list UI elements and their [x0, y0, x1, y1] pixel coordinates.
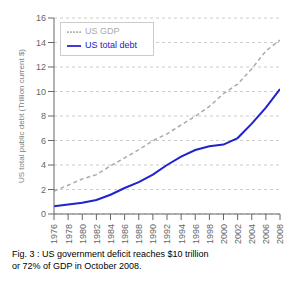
svg-text:1976: 1976 — [49, 224, 59, 244]
svg-text:2004: 2004 — [247, 224, 257, 244]
svg-text:1982: 1982 — [92, 224, 102, 244]
svg-text:0: 0 — [41, 209, 46, 219]
svg-text:4: 4 — [41, 160, 46, 170]
svg-text:1994: 1994 — [177, 224, 187, 244]
svg-text:1992: 1992 — [162, 224, 172, 244]
svg-text:1984: 1984 — [106, 224, 116, 244]
svg-text:10: 10 — [36, 87, 46, 97]
svg-text:1988: 1988 — [134, 224, 144, 244]
svg-text:2: 2 — [41, 185, 46, 195]
html-text:Fig. 3 : US government deficit: Fig. 3 : US government deficit reaches $… — [12, 249, 209, 259]
svg-text:16: 16 — [36, 13, 46, 23]
svg-text:1978: 1978 — [64, 224, 74, 244]
svg-text:2006: 2006 — [261, 224, 271, 244]
svg-text:1990: 1990 — [148, 224, 158, 244]
svg-text:2008: 2008 — [275, 224, 285, 244]
svg-text:1980: 1980 — [78, 224, 88, 244]
svg-text:2000: 2000 — [219, 224, 229, 244]
svg-text:14: 14 — [36, 38, 46, 48]
svg-text:1986: 1986 — [120, 224, 130, 244]
svg-text:1996: 1996 — [191, 224, 201, 244]
html-text:US total debt: US total debt — [85, 40, 137, 51]
html-text:US GDP: US GDP — [85, 26, 120, 37]
svg-text:1998: 1998 — [205, 224, 215, 244]
svg-text:12: 12 — [36, 62, 46, 72]
svg-text:US total public debt (Trillion: US total public debt (Trillion current $… — [17, 49, 26, 183]
svg-text:6: 6 — [41, 136, 46, 146]
svg-text:2002: 2002 — [233, 224, 243, 244]
html-text:or 72% of GDP in October 2008.: or 72% of GDP in October 2008. — [12, 261, 142, 271]
svg-text:8: 8 — [41, 111, 46, 121]
